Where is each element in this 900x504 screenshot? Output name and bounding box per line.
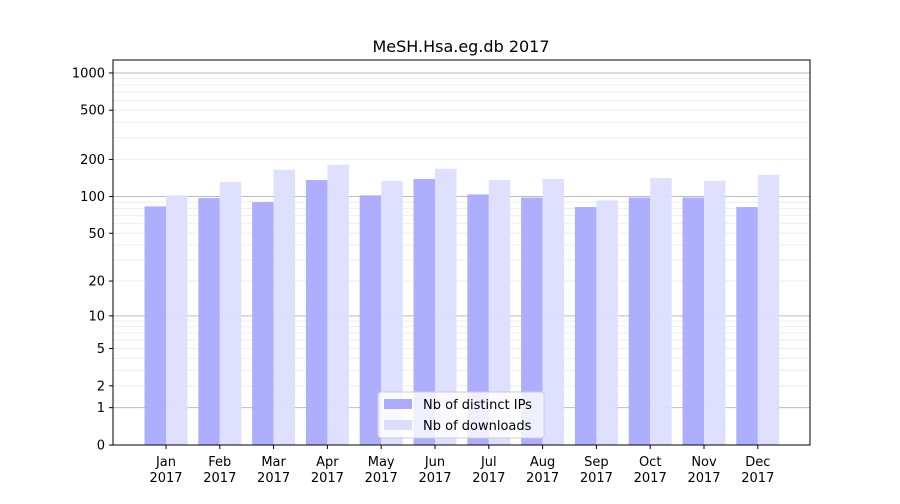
- bar-downloads: [327, 164, 349, 445]
- bars: [144, 164, 780, 446]
- bar-distinct-ips: [252, 202, 274, 445]
- bar-distinct-ips: [682, 197, 704, 445]
- x-tick-label: Oct 2017: [634, 455, 667, 486]
- x-tick-label: Jan 2017: [149, 455, 182, 486]
- y-tick-label: 0: [97, 439, 105, 454]
- bar-distinct-ips: [736, 207, 758, 445]
- legend: Nb of distinct IPs Nb of downloads: [377, 391, 545, 439]
- y-axis: 0 1 2 5 10 20 50 100 200 500 1000: [72, 66, 113, 454]
- y-tick-label: 50: [88, 227, 105, 242]
- x-tick-label: Feb 2017: [203, 455, 236, 486]
- x-tick-label: Apr 2017: [311, 455, 344, 486]
- bar-distinct-ips: [198, 198, 220, 445]
- bar-distinct-ips: [305, 180, 328, 446]
- bar-downloads: [757, 174, 780, 445]
- bar-downloads: [166, 195, 188, 445]
- x-tick-label: Sep 2017: [580, 455, 613, 486]
- bar-distinct-ips: [413, 178, 435, 445]
- bar-distinct-ips: [144, 206, 166, 445]
- bar-downloads: [542, 178, 565, 445]
- bar-downloads: [273, 169, 296, 445]
- y-tick-label: 1000: [72, 66, 105, 81]
- x-axis: Jan 2017 Feb 2017 Mar 2017 Apr 2017 May 2017 Jun 20…: [149, 445, 774, 486]
- y-tick-label: 20: [88, 275, 105, 290]
- bar-downloads: [704, 180, 726, 445]
- legend-label-distinct-ips: Nb of distinct IPs: [423, 398, 532, 413]
- y-tick-label: 100: [80, 190, 105, 205]
- x-tick-label: Jul 2017: [472, 455, 505, 486]
- bar-downloads: [219, 182, 242, 445]
- y-tick-label: 2: [97, 379, 105, 394]
- bar-distinct-ips: [521, 197, 543, 445]
- y-tick-label: 1: [97, 401, 105, 416]
- x-tick-label: May 2017: [365, 455, 398, 486]
- y-tick-label: 10: [88, 309, 105, 324]
- y-tick-label: 5: [97, 342, 105, 357]
- plot-frame: [112, 59, 811, 446]
- legend-swatch-distinct-ips: [384, 399, 412, 409]
- x-tick-label: Mar 2017: [257, 455, 290, 486]
- y-tick-label: 200: [80, 153, 105, 168]
- bar-distinct-ips: [467, 194, 489, 445]
- bar-distinct-ips: [574, 207, 597, 445]
- x-tick-label: Dec 2017: [741, 455, 774, 486]
- x-tick-label: Nov 2017: [687, 455, 720, 486]
- bar-downloads: [488, 180, 511, 446]
- bar-downloads: [381, 180, 403, 445]
- bar-downloads: [596, 200, 618, 445]
- legend-swatch-downloads: [384, 420, 412, 430]
- x-tick-label: Jun 2017: [418, 455, 451, 486]
- bar-distinct-ips: [628, 197, 651, 445]
- x-tick-label: Aug 2017: [526, 455, 559, 486]
- chart-title: MeSH.Hsa.eg.db 2017: [372, 37, 549, 56]
- y-tick-label: 500: [80, 104, 105, 119]
- bar-distinct-ips: [359, 195, 382, 445]
- legend-box: [377, 391, 545, 439]
- bar-downloads: [650, 178, 672, 445]
- legend-label-downloads: Nb of downloads: [423, 419, 532, 434]
- bar-downloads: [435, 168, 457, 445]
